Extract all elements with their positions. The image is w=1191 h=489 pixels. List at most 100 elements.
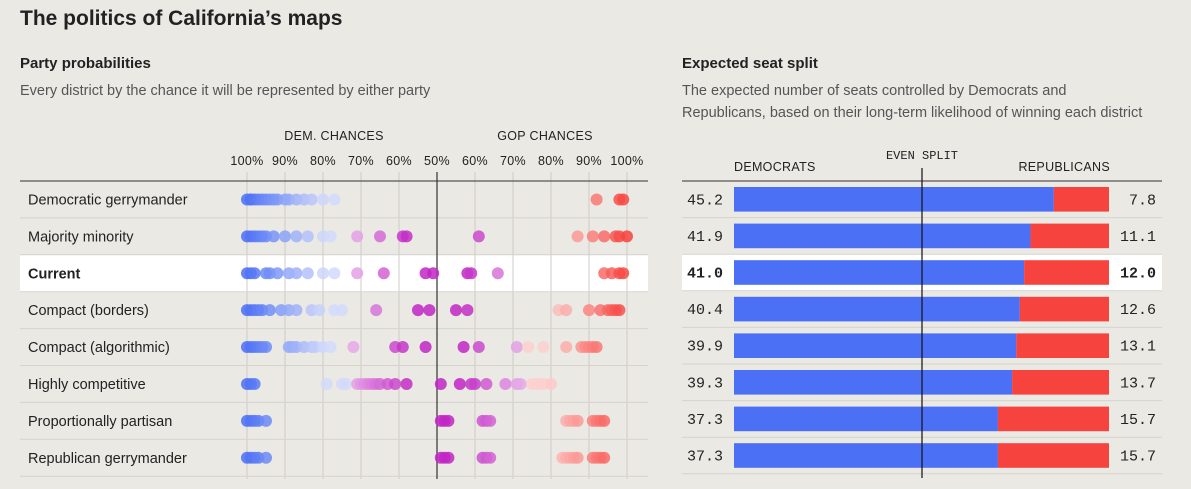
left-section-title: Party probabilities — [20, 55, 151, 72]
x-tick-label: 100% — [610, 154, 643, 168]
x-tick-label: 60% — [462, 154, 488, 168]
district-dot — [522, 341, 535, 354]
district-dot — [423, 304, 436, 317]
right-section-subtitle-line1: The expected number of seats controlled … — [682, 83, 1067, 99]
district-dot — [317, 267, 329, 280]
gop-seat-value: 12.0 — [1120, 266, 1156, 283]
district-dot — [271, 267, 284, 280]
gop-chances-label: GOP CHANCES — [497, 129, 592, 143]
dem-seat-bar — [734, 260, 1025, 285]
republicans-header: REPUBLICANS — [1018, 160, 1110, 174]
district-dot — [499, 377, 512, 390]
dem-seat-bar — [734, 370, 1013, 395]
dem-seat-value: 39.9 — [687, 339, 723, 356]
dem-chances-label: DEM. CHANCES — [284, 129, 383, 143]
dem-seat-bar — [734, 296, 1020, 322]
district-dot — [442, 414, 455, 427]
district-dot — [351, 267, 364, 280]
district-dot — [537, 341, 550, 354]
district-dot — [491, 267, 504, 280]
district-dot — [617, 267, 630, 280]
x-tick-label: 80% — [538, 154, 564, 168]
district-dot — [590, 341, 603, 354]
district-dot — [427, 267, 440, 280]
district-dot — [598, 230, 611, 243]
page-title: The politics of California’s maps — [20, 7, 343, 30]
district-dot — [484, 451, 497, 464]
row-label: Compact (algorithmic) — [28, 340, 170, 356]
row-label: Republican gerrymander — [28, 451, 187, 467]
district-dot — [263, 304, 276, 317]
district-dot — [598, 451, 611, 464]
highlight-row-background — [682, 254, 1162, 291]
gop-seat-value: 7.8 — [1129, 192, 1156, 209]
district-dot — [328, 193, 341, 206]
row-label: Highly competitive — [28, 377, 146, 393]
x-tick-label: 90% — [576, 154, 602, 168]
even-split-label: EVEN SPLIT — [886, 149, 958, 163]
district-dot — [290, 230, 303, 243]
dem-seat-bar — [734, 443, 998, 468]
gop-seat-bar — [1024, 260, 1109, 285]
district-dot — [377, 267, 390, 280]
dem-seat-bar — [734, 406, 998, 432]
district-dot — [324, 230, 337, 243]
district-dot — [571, 451, 584, 464]
district-dot — [317, 193, 329, 206]
district-dot — [571, 414, 584, 427]
district-dot — [260, 451, 272, 464]
district-dot — [290, 267, 303, 280]
dem-seat-value: 37.3 — [687, 412, 723, 429]
gop-seat-value: 15.7 — [1120, 449, 1156, 466]
gop-seat-value: 13.1 — [1120, 339, 1156, 356]
district-dot — [472, 230, 485, 243]
gop-seat-value: 12.6 — [1120, 302, 1156, 319]
district-dot — [457, 341, 470, 354]
district-dot — [400, 377, 413, 390]
district-dot — [469, 377, 481, 390]
gop-seat-bar — [1030, 223, 1109, 249]
district-dot — [560, 304, 573, 317]
x-tick-label: 60% — [386, 154, 412, 168]
dem-seat-value: 41.0 — [687, 266, 723, 283]
district-dot — [613, 304, 626, 317]
gop-seat-bar — [997, 406, 1109, 432]
district-dot — [586, 230, 599, 243]
district-dot — [442, 451, 455, 464]
district-dot — [248, 377, 261, 390]
row-label: Compact (borders) — [28, 303, 149, 319]
district-dot — [545, 377, 557, 390]
district-dot — [472, 341, 485, 354]
district-dot — [617, 193, 630, 206]
dem-seat-bar — [734, 333, 1017, 358]
district-dot — [301, 267, 314, 280]
gop-seat-value: 15.7 — [1120, 412, 1156, 429]
district-dot — [412, 304, 424, 317]
district-dot — [305, 193, 318, 206]
gop-seat-bar — [1016, 333, 1109, 358]
district-dot — [260, 341, 272, 354]
x-tick-label: 70% — [348, 154, 374, 168]
district-dot — [339, 377, 352, 390]
district-dot — [465, 267, 478, 280]
district-dot — [484, 414, 497, 427]
dem-seat-bar — [734, 223, 1031, 249]
district-dot — [313, 304, 326, 317]
district-dot — [374, 230, 386, 243]
district-dot — [590, 193, 603, 206]
row-label: Majority minority — [28, 229, 134, 245]
district-dot — [248, 267, 261, 280]
district-dot — [260, 414, 272, 427]
right-section-title: Expected seat split — [682, 55, 818, 72]
dem-seat-bar — [734, 187, 1054, 212]
district-dot — [571, 230, 584, 243]
district-dot — [598, 414, 611, 427]
gop-seat-bar — [1019, 296, 1109, 322]
row-label: Current — [28, 266, 81, 282]
district-dot — [510, 341, 523, 354]
dem-seat-value: 37.3 — [687, 449, 723, 466]
district-dot — [400, 230, 413, 243]
gop-seat-bar — [997, 443, 1109, 468]
x-tick-label: 100% — [230, 154, 263, 168]
district-dot — [514, 377, 527, 390]
